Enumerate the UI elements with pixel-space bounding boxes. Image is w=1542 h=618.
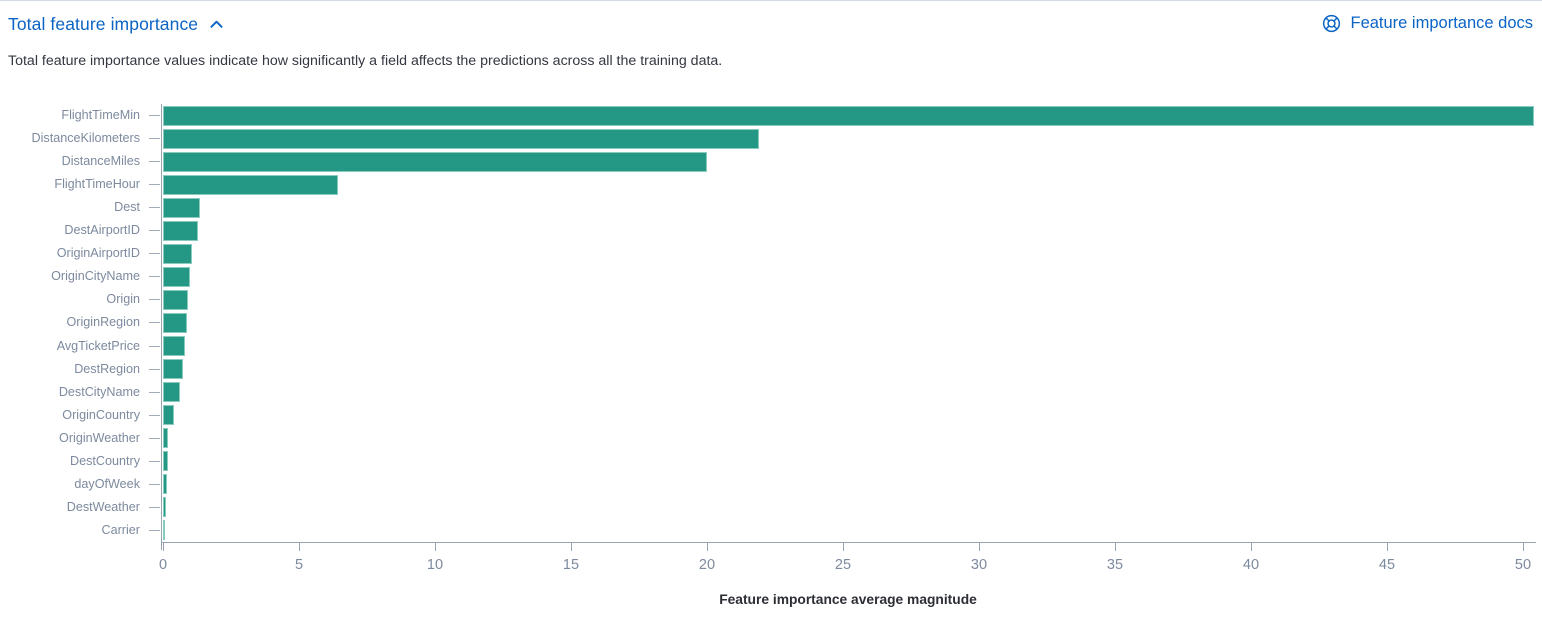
y-axis-tick: [149, 437, 160, 439]
y-axis-label: FlightTimeHour: [54, 177, 140, 192]
help-lifering-icon: [1322, 14, 1341, 33]
x-axis-tick: [1115, 543, 1116, 551]
x-axis-tick-label: 25: [834, 556, 852, 573]
y-axis-tick: [149, 368, 160, 370]
bar: [163, 151, 707, 172]
bar: [163, 174, 339, 195]
x-axis-tick: [163, 543, 164, 551]
y-axis-tick: [149, 391, 160, 393]
bar: [163, 312, 187, 333]
y-axis-label: FlightTimeMin: [61, 108, 140, 123]
x-axis-line: [160, 541, 1536, 543]
y-axis-label: dayOfWeek: [74, 476, 140, 491]
x-axis-tick: [1387, 543, 1388, 551]
y-axis-label: DistanceKilometers: [31, 131, 141, 146]
y-axis-label: DestRegion: [74, 361, 140, 376]
y-axis-tick: [149, 483, 160, 485]
y-axis-label: DistanceMiles: [61, 154, 140, 169]
y-axis-label: Carrier: [101, 522, 140, 537]
y-axis-tick: [149, 299, 160, 301]
y-axis-label: Dest: [114, 200, 140, 215]
x-axis-tick: [843, 543, 844, 551]
bar: [163, 336, 186, 357]
y-axis-label: OriginRegion: [66, 315, 140, 330]
y-axis-tick: [149, 161, 160, 163]
bar: [163, 289, 189, 310]
bar: [163, 382, 180, 403]
x-axis-tick-label: 10: [426, 556, 444, 573]
x-axis-tick: [1251, 543, 1252, 551]
y-axis-label: Origin: [106, 292, 140, 307]
y-axis-label: DestAirportID: [64, 223, 140, 238]
x-axis-tick-label: 45: [1378, 556, 1396, 573]
y-axis-tick: [149, 115, 160, 117]
y-axis-label: DestCityName: [58, 384, 140, 399]
panel-title: Total feature importance: [8, 14, 199, 34]
y-axis-tick: [149, 138, 160, 140]
y-axis-tick: [149, 460, 160, 462]
y-axis-label: OriginAirportID: [56, 246, 140, 261]
bar: [163, 128, 759, 149]
y-axis-label: DestWeather: [66, 499, 140, 514]
x-axis-tick-label: 5: [294, 556, 304, 573]
feature-importance-docs-link[interactable]: Feature importance docs: [1322, 14, 1533, 33]
x-axis-tick: [299, 543, 300, 551]
x-axis-tick: [435, 543, 436, 551]
x-axis-tick-label: 15: [562, 556, 580, 573]
bar: [163, 405, 174, 426]
docs-link-label: Feature importance docs: [1350, 14, 1533, 32]
bar: [163, 197, 200, 218]
y-axis-line: [160, 104, 162, 550]
y-axis-label: OriginCityName: [51, 269, 140, 284]
bar: [163, 266, 190, 287]
panel-description: Total feature importance values indicate…: [8, 53, 723, 69]
x-axis-tick: [707, 543, 708, 551]
bar: [163, 451, 168, 472]
bar: [163, 220, 199, 241]
y-axis-tick: [149, 253, 160, 255]
y-axis-tick: [149, 506, 160, 508]
x-axis-tick: [979, 543, 980, 551]
y-axis-tick: [149, 345, 160, 347]
y-axis-tick: [149, 184, 160, 186]
y-axis-tick: [149, 207, 160, 209]
x-axis-tick-label: 0: [158, 556, 168, 573]
y-axis-tick: [149, 529, 160, 531]
x-axis-title: Feature importance average magnitude: [719, 592, 977, 607]
bar: [163, 497, 167, 518]
x-axis-tick-label: 50: [1514, 556, 1532, 573]
y-axis-tick: [149, 276, 160, 278]
x-axis-tick-label: 20: [698, 556, 716, 573]
y-axis-tick: [149, 230, 160, 232]
bar: [163, 243, 193, 264]
y-axis-label: OriginCountry: [62, 407, 140, 422]
bar: [163, 474, 168, 495]
x-axis-tick-label: 30: [970, 556, 988, 573]
y-axis-label: DestCountry: [70, 453, 140, 468]
x-axis-tick-label: 35: [1106, 556, 1124, 573]
x-axis-tick: [1523, 543, 1524, 551]
y-axis-tick: [149, 414, 160, 416]
total-feature-importance-toggle[interactable]: Total feature importance: [8, 14, 225, 35]
bar: [163, 520, 165, 541]
bar: [163, 359, 184, 380]
y-axis-label: AvgTicketPrice: [56, 338, 140, 353]
bar: [163, 105, 1534, 126]
bar: [163, 428, 169, 449]
y-axis-label: OriginWeather: [59, 430, 140, 445]
x-axis-tick: [571, 543, 572, 551]
y-axis-tick: [149, 322, 160, 324]
x-axis-tick-label: 40: [1242, 556, 1260, 573]
chevron-up-icon: [208, 16, 225, 33]
